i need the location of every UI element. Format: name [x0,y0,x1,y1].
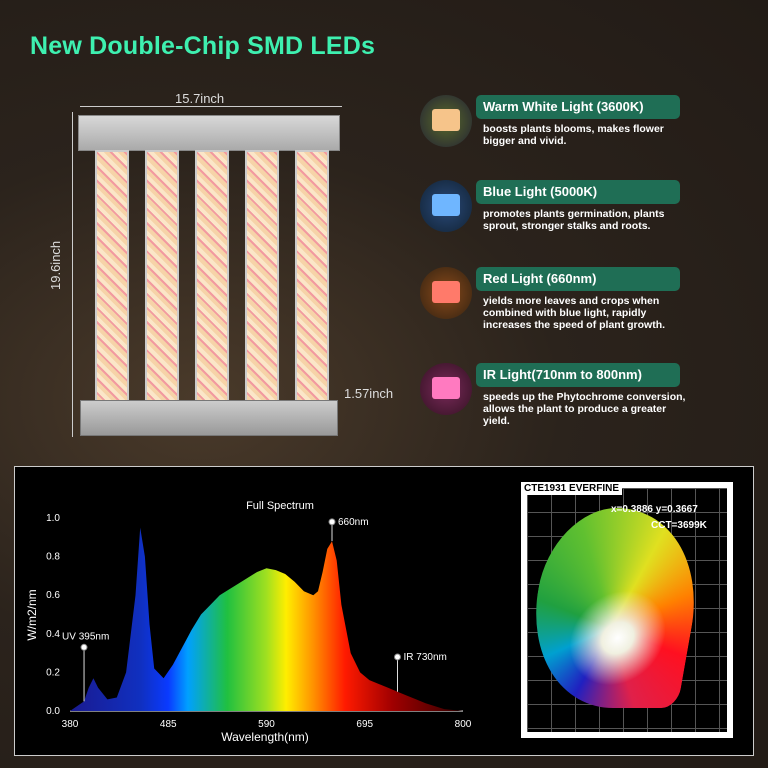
annotation-marker [328,518,336,526]
feature-description: speeds up the Phytochrome conversion, al… [483,391,686,427]
y-tick-label: 1.0 [46,513,60,524]
x-tick-label: 380 [62,719,79,730]
feature-title: Warm White Light (3600K) [476,95,680,119]
chip-icon [420,95,472,147]
feature-description: yields more leaves and crops when combin… [483,295,666,331]
led-grow-light-image [78,110,340,440]
chip-icon [420,180,472,232]
y-tick-label: 0.8 [46,552,60,563]
feature-description: promotes plants germination, plants spro… [483,208,665,232]
page-title: New Double-Chip SMD LEDs [30,32,376,60]
height-dimension-line [72,112,73,437]
y-axis-label: W/m2/nm [25,589,39,640]
led-strip [95,150,129,402]
annotation-label: UV 395nm [62,631,109,642]
annotation-label: IR 730nm [404,652,447,663]
led-strip [245,150,279,402]
chip-icon [420,267,472,319]
width-dimension-line [80,106,342,107]
y-tick-label: 0.0 [46,706,60,717]
cie-coordinates: x=0.3886 y=0.3667 [611,504,698,515]
bottom-bar [80,400,338,436]
x-tick-label: 695 [356,719,373,730]
y-tick-label: 0.4 [46,629,60,640]
feature-title: Blue Light (5000K) [476,180,680,204]
cie-cct: CCT=3699K [651,520,707,531]
feature-description: boosts plants blooms, makes flower bigge… [483,123,664,147]
chart-title: Full Spectrum [246,500,314,512]
cie-gamut [517,508,713,708]
cie-label: CTE1931 EVERFINE [521,482,623,495]
cie-chromaticity-diagram: CTE1931 EVERFINE x=0.3886 y=0.3667 CCT=3… [517,482,733,738]
chip-icon [420,363,472,415]
width-label: 15.7inch [175,91,225,106]
y-tick-label: 0.6 [46,590,60,601]
annotation-marker [394,653,401,661]
annotation-marker [80,643,88,651]
x-axis-label: Wavelength(nm) [221,730,309,744]
feature-title: Red Light (660nm) [476,267,680,291]
y-tick-label: 0.2 [46,667,60,678]
x-tick-label: 800 [455,719,472,730]
x-tick-label: 590 [258,719,275,730]
led-strip [145,150,179,402]
x-tick-label: 485 [160,719,177,730]
annotation-label: 660nm [338,517,369,528]
feature-title: IR Light(710nm to 800nm) [476,363,680,387]
spectrum-area [70,527,463,711]
led-strip [295,150,329,402]
depth-label: 1.57inch [344,386,394,401]
cie-grid [517,488,727,732]
